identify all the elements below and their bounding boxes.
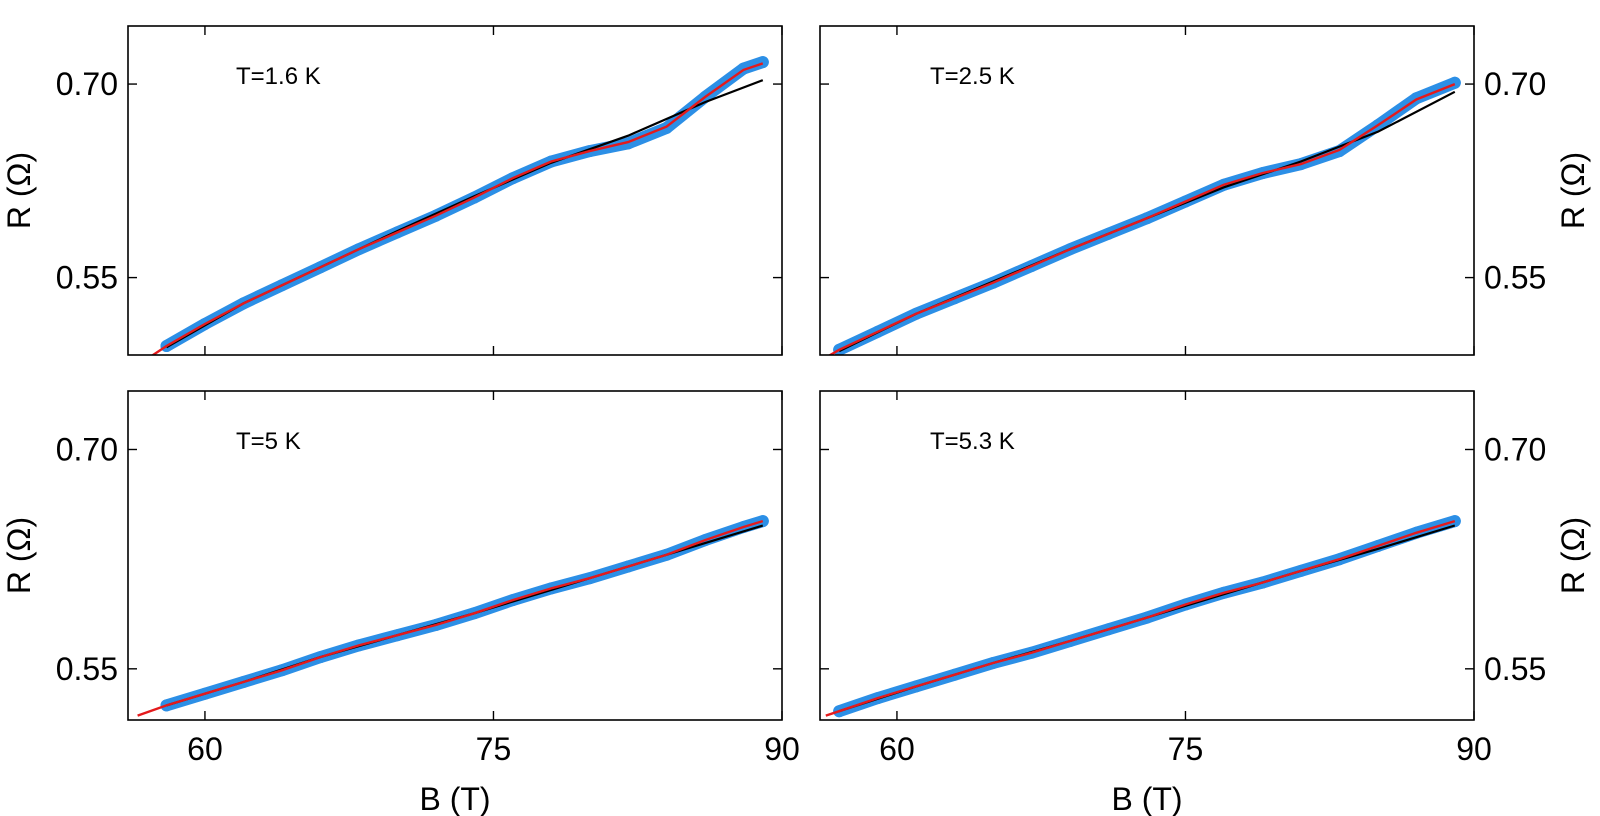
temperature-annotation: T=5 K: [236, 428, 301, 455]
fit-line: [150, 62, 764, 355]
y-tick-label: 0.55: [1484, 260, 1546, 296]
axes-frame: [819, 25, 1475, 356]
temperature-annotation: T=1.6 K: [236, 63, 321, 90]
chart-panel-top-left: 0.55 0.70 R (Ω) T=1.6 K: [1, 25, 783, 356]
y-tick-label: 0.70: [56, 66, 118, 102]
data-points-series: [160, 56, 769, 352]
chart-panel-top-right: 0.55 0.70 R (Ω) T=2.5 K: [819, 25, 1591, 356]
plot-area: [825, 515, 1461, 718]
y-tick-label: 0.70: [1484, 431, 1546, 467]
fit-line: [137, 519, 764, 717]
chart-panel-bottom-left: 60 75 90 0.55 0.70 R (Ω) B (T) T=5 K: [1, 390, 800, 816]
x-tick-label: 90: [764, 731, 800, 767]
plot-area: [137, 515, 769, 717]
data-point: [756, 56, 769, 69]
x-tick-label: 90: [1456, 731, 1492, 767]
y-axis-label: R (Ω): [1555, 517, 1591, 594]
chart-panel-bottom-right: 60 75 90 0.55 0.70 R (Ω) B (T) T=5.3 K: [819, 390, 1591, 816]
x-axis-label: B (T): [419, 781, 490, 816]
y-axis-label: R (Ω): [1555, 152, 1591, 229]
axes-frame: [127, 25, 783, 356]
fit-line: [825, 519, 1456, 717]
y-tick-label: 0.55: [56, 651, 118, 687]
y-tick-label: 0.55: [1484, 651, 1546, 687]
y-axis-label: R (Ω): [1, 152, 37, 229]
y-tick-label: 0.70: [56, 431, 118, 467]
axes-frame: [819, 390, 1475, 721]
y-tick-label: 0.70: [1484, 66, 1546, 102]
y-axis-label: R (Ω): [1, 517, 37, 594]
fit-line: [827, 82, 1456, 355]
temperature-annotation: T=5.3 K: [930, 428, 1015, 455]
plot-area: [827, 76, 1461, 355]
x-tick-label: 60: [879, 731, 915, 767]
plot-area: [150, 56, 769, 355]
axes-frame: [127, 390, 783, 721]
x-tick-label: 60: [187, 731, 223, 767]
temperature-annotation: T=2.5 K: [930, 63, 1015, 90]
x-tick-label: 75: [476, 731, 512, 767]
x-axis-label: B (T): [1111, 781, 1182, 816]
y-tick-label: 0.55: [56, 260, 118, 296]
x-tick-label: 75: [1168, 731, 1204, 767]
